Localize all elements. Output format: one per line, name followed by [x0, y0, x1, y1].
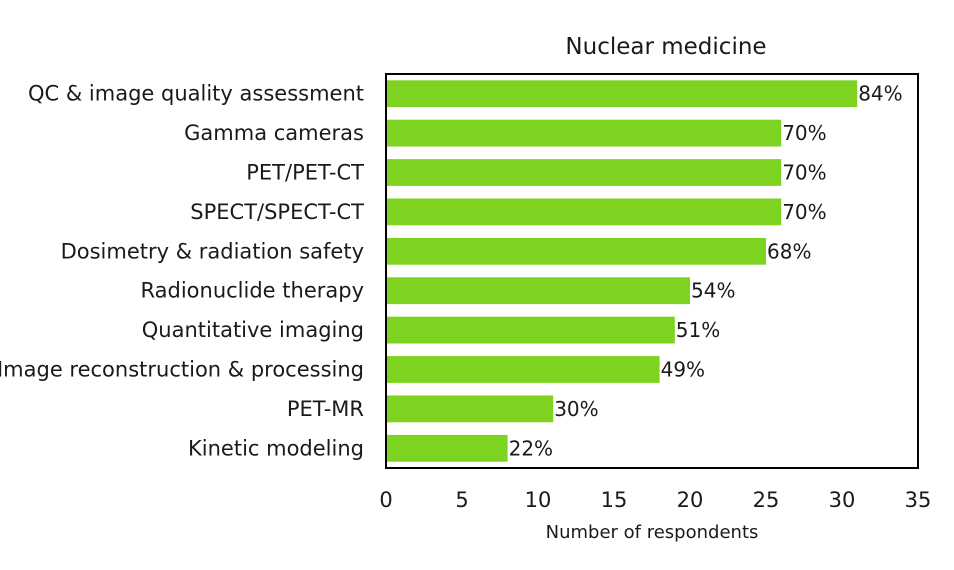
bar — [386, 316, 675, 344]
category-label: Radionuclide therapy — [141, 279, 365, 303]
plot-area-frame — [385, 73, 919, 469]
category-labels: QC & image quality assessment Gamma camer… — [0, 82, 364, 461]
bars-group — [386, 80, 858, 462]
bar — [386, 237, 766, 265]
chart-title: Nuclear medicine — [565, 34, 766, 60]
bar — [386, 277, 690, 305]
bar — [386, 80, 858, 108]
category-label: Kinetic modeling — [188, 436, 364, 460]
category-label: Gamma cameras — [184, 121, 364, 145]
category-label: PET-MR — [287, 397, 364, 421]
data-labels: 84% 70% 70% 70% 68% 54% 51% 49% 30%22% — [509, 82, 903, 461]
category-label: QC & image quality assessment — [28, 82, 364, 106]
bar — [386, 198, 782, 226]
x-tick-label: 25 — [753, 488, 780, 512]
data-label: 30% — [554, 397, 598, 421]
bar — [386, 434, 508, 462]
x-tick-label: 35 — [905, 488, 932, 512]
x-tick-label: 15 — [601, 488, 628, 512]
bar — [386, 395, 554, 423]
data-label: 51% — [676, 318, 720, 342]
x-tick-label: 30 — [829, 488, 856, 512]
data-label: 70% — [782, 121, 826, 145]
data-label: 22% — [509, 436, 553, 460]
data-label: 68% — [767, 239, 811, 263]
data-label: 49% — [661, 358, 705, 382]
bar — [386, 119, 782, 147]
category-label: PET/PET-CT — [246, 161, 364, 185]
x-axis-title: Number of respondents — [546, 522, 759, 543]
bar — [386, 356, 660, 383]
category-label: Quantitative imaging — [142, 318, 364, 342]
category-label: Image reconstruction & processing — [0, 358, 364, 382]
category-label: Dosimetry & radiation safety — [61, 239, 364, 263]
bar — [386, 159, 782, 186]
data-label: 70% — [782, 161, 826, 185]
x-tick-label: 10 — [525, 488, 552, 512]
x-tick-label: 20 — [677, 488, 704, 512]
x-tick-label: 5 — [455, 488, 468, 512]
data-label: 70% — [782, 200, 826, 224]
data-label: 54% — [691, 279, 735, 303]
x-tick-label: 0 — [379, 488, 392, 512]
data-label: 84% — [858, 82, 902, 106]
x-axis-ticks: 0 5 10 15 20 25 30 35 — [379, 488, 931, 512]
category-label: SPECT/SPECT-CT — [190, 200, 364, 224]
